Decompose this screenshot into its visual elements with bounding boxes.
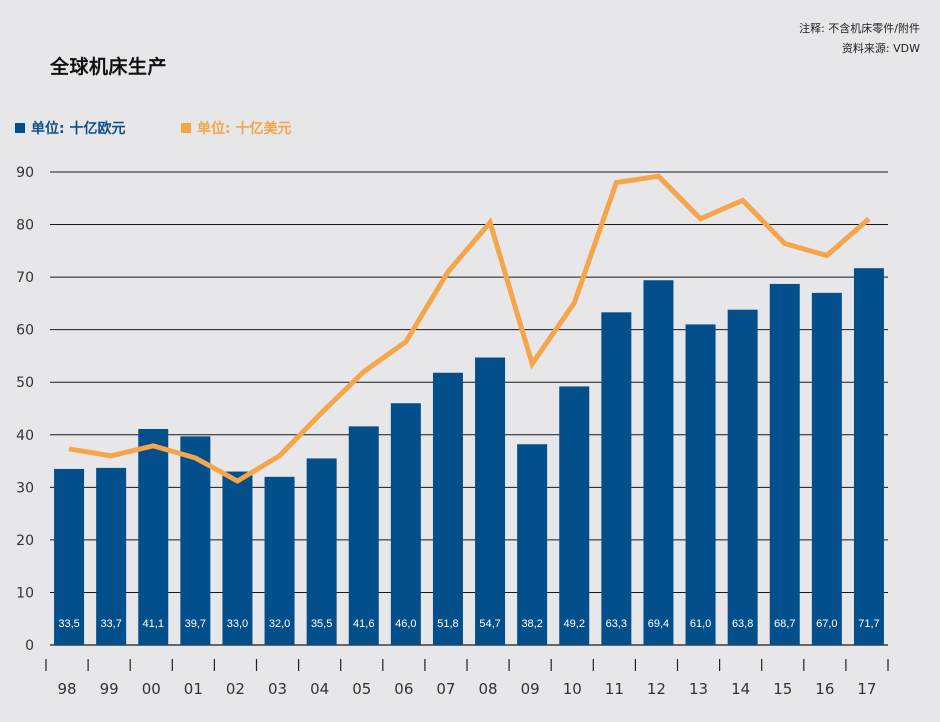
bar-12 [643,280,674,645]
bar-98 [54,468,85,645]
bar-label-99: 33,7 [100,618,121,630]
bar-04 [306,458,337,645]
bar-label-98: 33,5 [58,618,79,630]
legend-label-eur: 单位: 十亿欧元 [31,121,126,137]
bar-14 [727,309,758,645]
x-tick-label-10: 10 [563,680,582,698]
bar-label-05: 41,6 [353,618,374,630]
legend-swatch-line-icon [181,123,191,133]
x-tick-label-15: 15 [773,680,792,698]
bar-label-07: 51,8 [437,618,458,630]
x-tick-label-05: 05 [352,680,371,698]
bar-label-09: 38,2 [521,618,542,630]
x-tick-label-00: 00 [142,680,161,698]
bar-08 [475,357,506,645]
x-tick-label-04: 04 [310,680,329,698]
x-tick-label-07: 07 [436,680,455,698]
x-tick-label-17: 17 [857,680,876,698]
x-tick-label-09: 09 [521,680,540,698]
bar-label-02: 33,0 [227,618,248,630]
y-tick-label-30: 30 [16,480,34,496]
bar-label-04: 35,5 [311,618,332,630]
bar-label-01: 39,7 [185,618,206,630]
bar-label-12: 69,4 [648,618,669,630]
bar-11 [601,312,632,645]
bar-10 [559,386,590,645]
bar-06 [390,403,421,645]
y-tick-label-50: 50 [16,375,34,391]
bar-99 [96,467,127,645]
bar-17 [853,268,884,645]
bar-label-13: 61,0 [690,618,711,630]
x-tick-label-02: 02 [226,680,245,698]
footnote-exclusion: 注释: 不含机床零件/附件 [799,22,920,35]
bar-01 [180,436,211,645]
bar-16 [811,292,842,645]
x-tick-label-11: 11 [605,680,624,698]
bar-label-03: 32,0 [269,618,290,630]
chart-title: 全球机床生产 [50,56,168,78]
y-tick-label-60: 60 [16,323,34,339]
bar-label-00: 41,1 [143,618,164,630]
legend-swatch-bar-icon [15,123,25,133]
x-tick-label-12: 12 [647,680,666,698]
x-tick-label-06: 06 [394,680,413,698]
y-tick-label-40: 40 [16,428,34,444]
usd-line [68,173,871,484]
x-tick-label-14: 14 [731,680,750,698]
x-tick-label-03: 03 [268,680,287,698]
y-tick-label-90: 90 [16,165,34,181]
y-tick-label-80: 80 [16,218,34,234]
x-tick-label-16: 16 [815,680,834,698]
bar-15 [769,283,800,645]
y-tick-label-20: 20 [16,533,34,549]
y-tick-label-70: 70 [16,270,34,286]
x-tick-label-01: 01 [184,680,203,698]
legend-item-eur: 单位: 十亿欧元 [15,118,125,138]
bar-label-15: 68,7 [774,618,795,630]
bar-02 [222,471,253,645]
x-tick-label-13: 13 [689,680,708,698]
legend-label-usd: 单位: 十亿美元 [197,121,292,137]
bar-label-06: 46,0 [395,618,416,630]
bar-label-11: 63,3 [606,618,627,630]
bar-label-17: 71,7 [858,618,879,630]
bar-07 [432,372,463,645]
bar-label-08: 54,7 [479,618,500,630]
bar-label-10: 49,2 [564,618,585,630]
bar-09 [517,444,548,645]
source-note: 资料来源: VDW [841,42,920,55]
bar-00 [138,428,169,645]
bar-05 [348,426,379,645]
bar-13 [685,324,716,645]
legend-item-usd: 单位: 十亿美元 [181,118,291,138]
bar-label-16: 67,0 [816,618,837,630]
bar-03 [264,476,295,645]
x-tick-label-99: 99 [100,680,119,698]
x-tick-label-08: 08 [479,680,498,698]
bar-label-14: 63,8 [732,618,753,630]
y-tick-label-0: 0 [25,638,34,654]
y-tick-label-10: 10 [16,585,34,601]
x-tick-label-98: 98 [58,680,77,698]
